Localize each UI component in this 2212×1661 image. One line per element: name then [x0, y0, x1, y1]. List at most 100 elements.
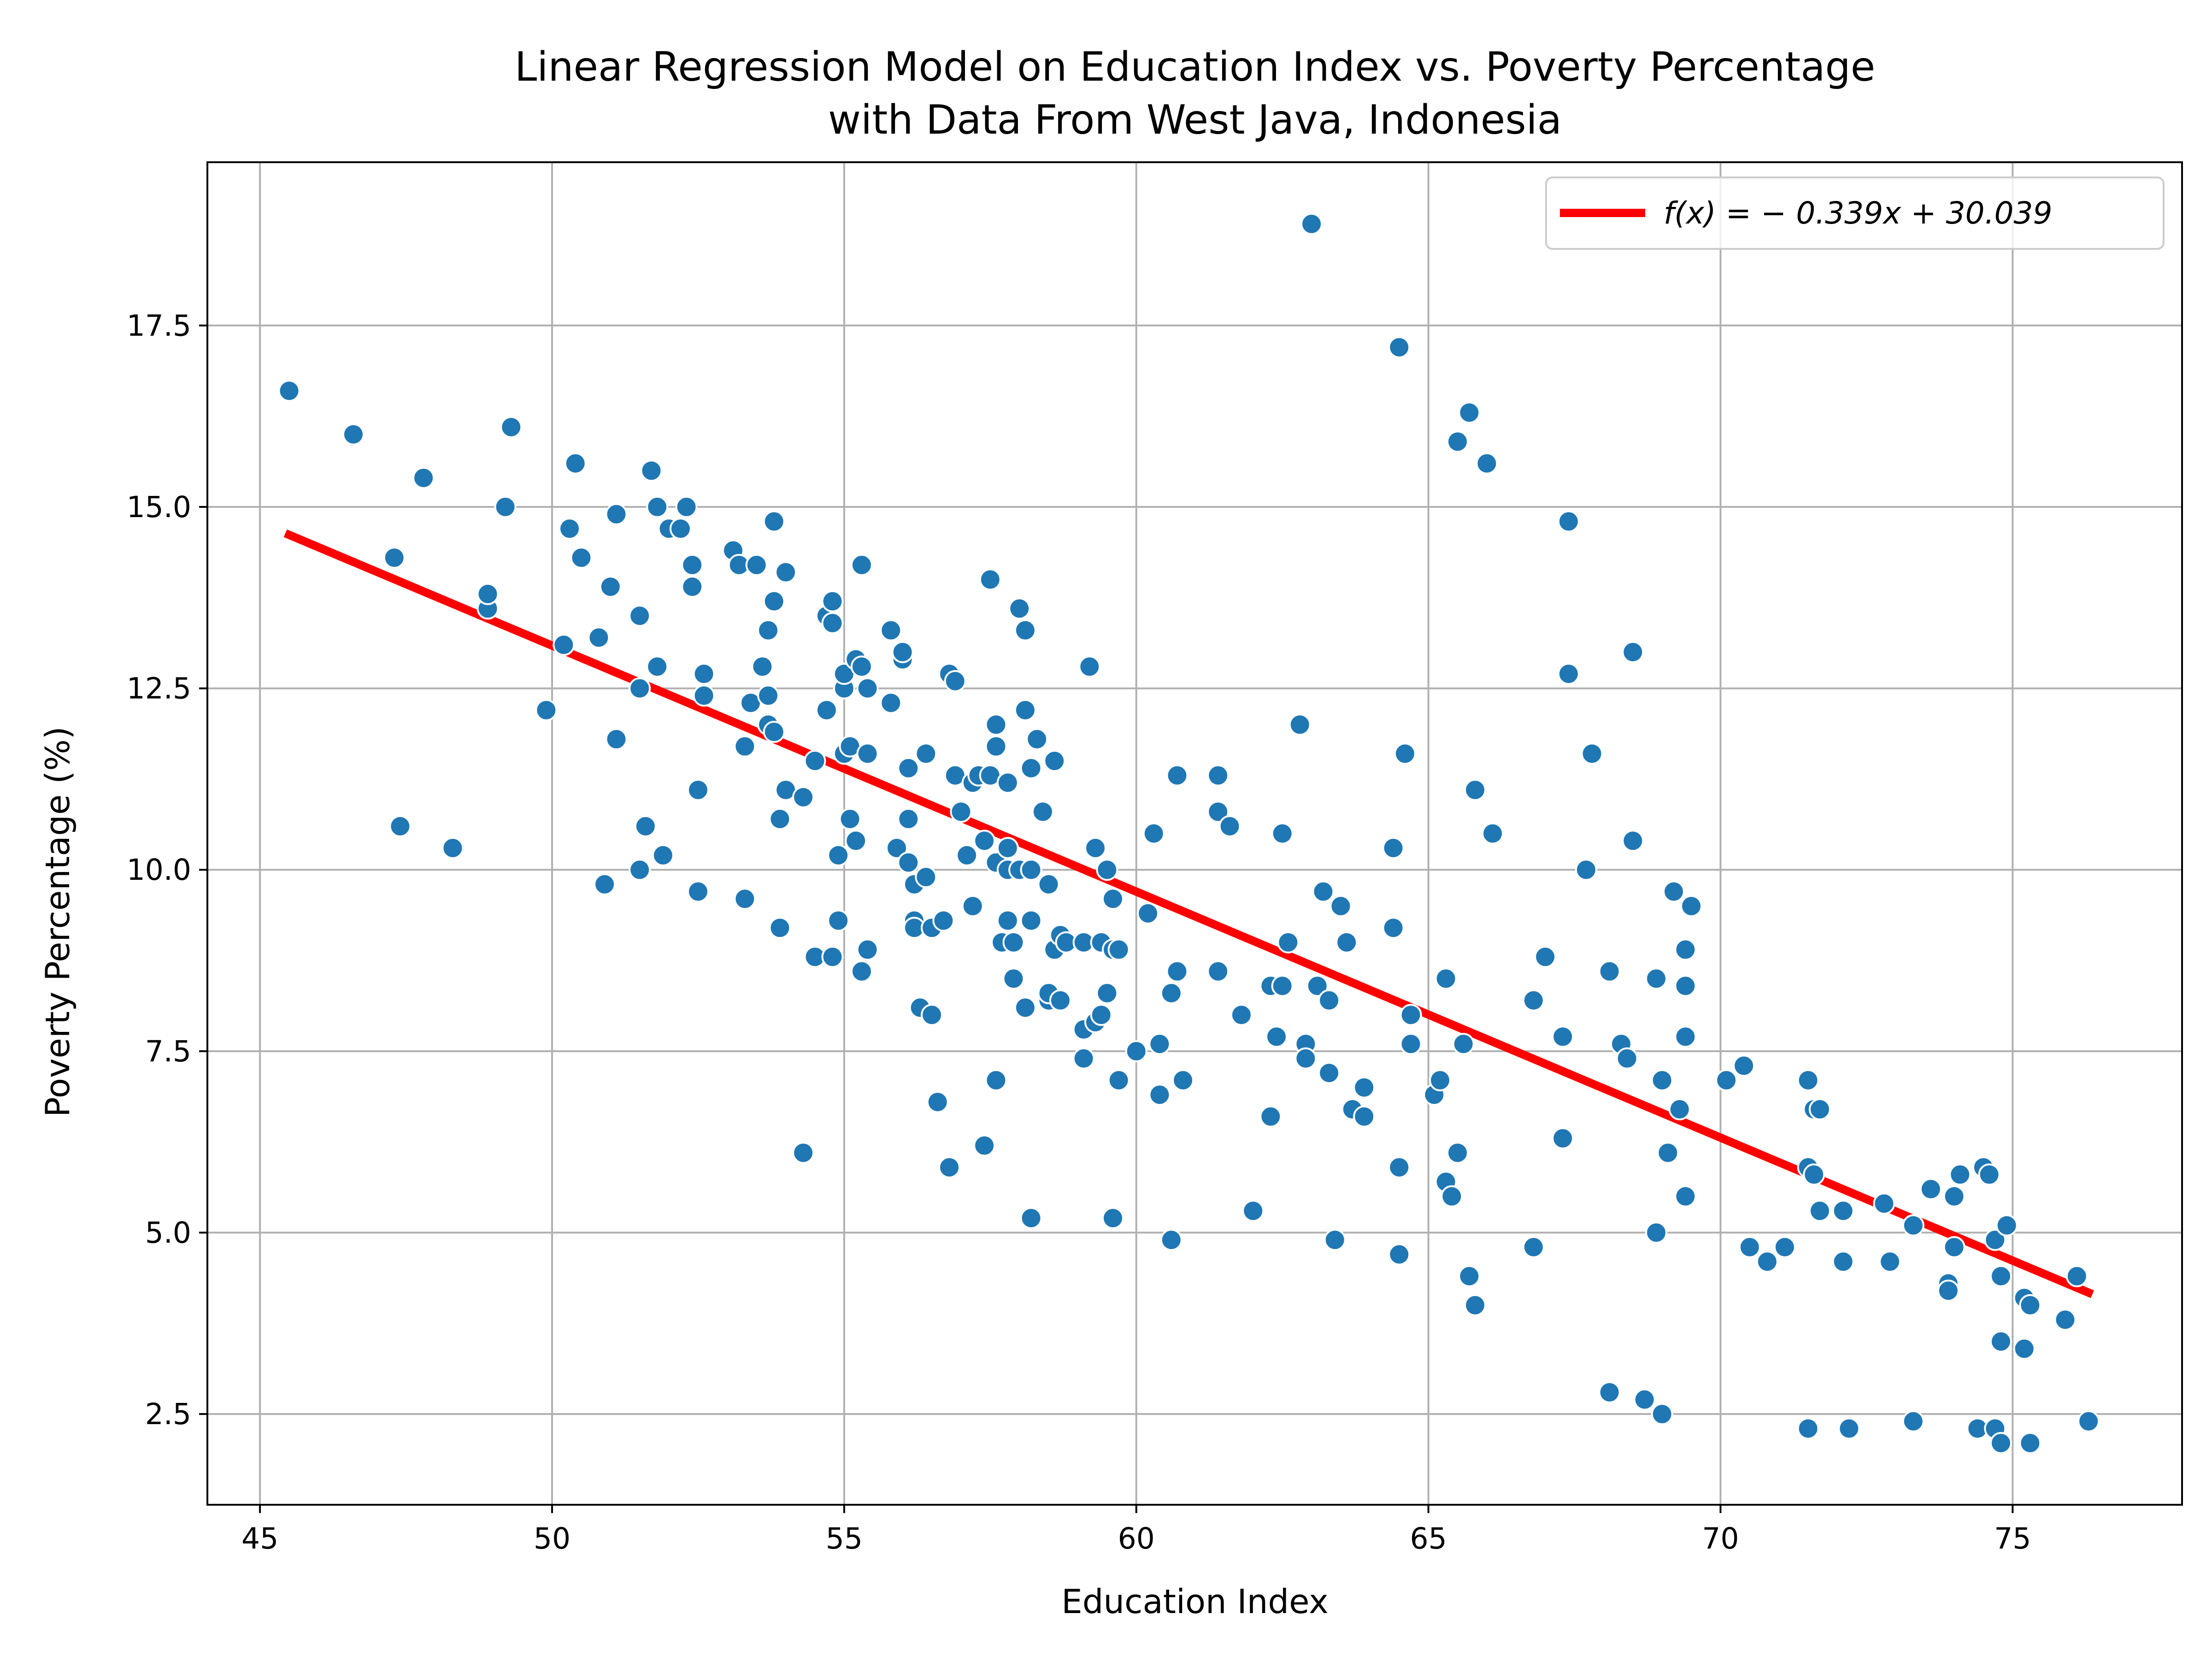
data-point — [687, 880, 709, 903]
data-point — [559, 518, 581, 540]
legend-label: f(x) = − 0.339x + 30.039 — [1664, 195, 2053, 231]
data-point — [1902, 1214, 1924, 1237]
data-point — [412, 466, 435, 489]
legend: f(x) = − 0.339x + 30.039 — [1545, 177, 2165, 250]
data-point — [1318, 989, 1341, 1012]
x-tick-label: 70 — [1702, 1522, 1739, 1555]
data-point — [1598, 960, 1621, 983]
data-point — [564, 452, 587, 475]
data-point — [827, 844, 850, 866]
data-point — [1043, 750, 1066, 772]
data-point — [1464, 1294, 1487, 1316]
data-point — [1388, 1156, 1411, 1178]
data-point — [1557, 663, 1580, 685]
data-point — [1832, 1250, 1854, 1273]
data-point — [880, 692, 902, 714]
x-tick-label: 65 — [1410, 1522, 1447, 1555]
data-point — [1102, 1207, 1124, 1230]
data-point — [1107, 1069, 1130, 1091]
regression-line — [283, 529, 2094, 1298]
chart-title-line-1: Linear Regression Model on Education Ind… — [515, 43, 1876, 90]
data-point — [985, 713, 1007, 736]
data-point — [1651, 1069, 1673, 1091]
data-point — [1715, 1069, 1738, 1091]
data-point — [1937, 1279, 1959, 1302]
data-point — [1429, 1069, 1451, 1091]
x-tick-label: 45 — [241, 1522, 278, 1555]
data-point — [1797, 1417, 1819, 1440]
data-point — [1616, 1047, 1638, 1070]
data-point — [1160, 1229, 1182, 1251]
data-point — [1230, 1004, 1253, 1026]
data-point — [500, 416, 523, 438]
data-point — [629, 605, 651, 627]
data-point — [1265, 1025, 1288, 1048]
data-point — [1663, 880, 1685, 903]
data-point — [1207, 801, 1230, 823]
data-point — [1394, 742, 1416, 765]
data-point — [687, 779, 709, 801]
data-point — [821, 612, 844, 634]
data-point — [477, 583, 499, 605]
data-point — [1020, 859, 1042, 881]
data-point — [891, 641, 914, 663]
data-point — [1674, 975, 1697, 997]
data-point — [1657, 1142, 1679, 1164]
data-point — [1738, 1236, 1761, 1259]
data-point — [897, 757, 920, 779]
data-point — [570, 547, 593, 569]
data-point — [1534, 946, 1557, 968]
data-point — [1552, 1127, 1574, 1149]
data-point — [1522, 1236, 1545, 1259]
data-point — [932, 909, 955, 932]
data-point — [1259, 1105, 1282, 1128]
data-point — [985, 1069, 1007, 1091]
data-point — [856, 938, 879, 961]
data-point — [2013, 1337, 2036, 1360]
data-point — [1014, 619, 1036, 642]
data-point — [1943, 1185, 1965, 1207]
data-point — [1102, 888, 1124, 910]
data-point — [553, 634, 575, 656]
y-tick-label: 17.5 — [127, 309, 191, 342]
data-point — [629, 677, 651, 700]
data-point — [629, 859, 651, 881]
data-point — [1020, 909, 1042, 932]
data-point — [961, 895, 984, 917]
data-point — [1919, 1178, 1942, 1201]
data-point — [1995, 1214, 2018, 1237]
data-point — [763, 590, 785, 613]
data-point — [1458, 401, 1481, 424]
data-point — [827, 909, 850, 932]
data-point — [1756, 1250, 1778, 1273]
x-tick-label: 60 — [1118, 1522, 1155, 1555]
data-point — [1645, 967, 1668, 990]
data-point — [1446, 1142, 1469, 1164]
data-point — [1324, 1229, 1346, 1251]
data-point — [1148, 1033, 1171, 1055]
data-point — [850, 960, 873, 983]
data-point — [1458, 1265, 1481, 1288]
data-point — [1651, 1403, 1673, 1425]
data-point — [1125, 1040, 1147, 1062]
y-tick-label: 2.5 — [145, 1397, 191, 1431]
data-point — [1172, 1069, 1194, 1091]
data-point — [1294, 1047, 1317, 1070]
legend-box — [1545, 177, 2165, 250]
data-point — [1288, 713, 1311, 736]
data-point — [1984, 1229, 2006, 1251]
data-point — [1989, 1330, 2012, 1353]
data-point — [804, 750, 826, 772]
data-point — [1271, 822, 1294, 845]
data-point — [1733, 1054, 1755, 1077]
chart-title-line-2: with Data From West Java, Indonesia — [828, 96, 1562, 143]
data-point — [1020, 757, 1042, 779]
data-point — [1137, 902, 1159, 925]
data-point — [950, 801, 972, 823]
data-point — [1633, 1388, 1656, 1411]
data-point — [1031, 801, 1054, 823]
data-point — [278, 379, 300, 402]
data-point — [775, 561, 797, 583]
data-point — [921, 1004, 943, 1026]
